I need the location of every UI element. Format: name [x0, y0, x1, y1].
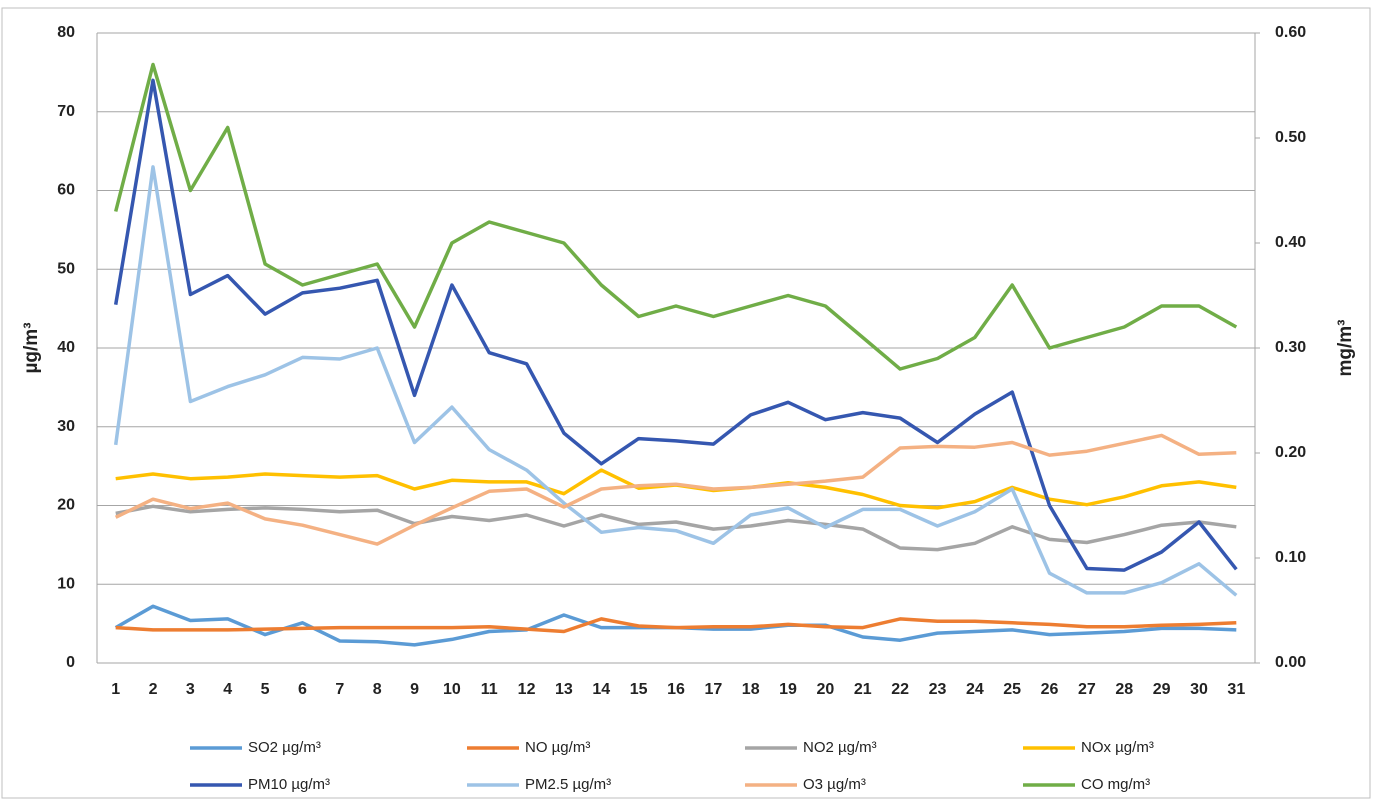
x-tick-label: 16 — [667, 681, 685, 698]
x-tick-label: 20 — [817, 681, 835, 698]
x-tick-label: 10 — [443, 681, 461, 698]
legend-label: O3 µg/m³ — [803, 776, 866, 793]
data-line — [115, 617, 1237, 634]
x-tick-label: 11 — [481, 681, 498, 698]
y2-tick-label: 0.20 — [1275, 444, 1306, 461]
legend-label: NO2 µg/m³ — [803, 739, 877, 756]
x-tick-label: 28 — [1115, 681, 1133, 698]
y2-tick-label: 0.40 — [1275, 234, 1306, 251]
x-tick-label: 29 — [1153, 681, 1171, 698]
y-tick-label: 80 — [57, 24, 75, 41]
x-tick-label: 26 — [1041, 681, 1059, 698]
legend-label: PM2.5 µg/m³ — [525, 776, 611, 793]
legend-label: NO µg/m³ — [525, 739, 590, 756]
legend-label: SO2 µg/m³ — [248, 739, 321, 756]
y2-tick-label: 0.10 — [1275, 549, 1306, 566]
y2-tick-label: 0.00 — [1275, 654, 1306, 671]
y2-tick-label: 0.50 — [1275, 129, 1306, 146]
x-tick-label: 19 — [779, 681, 797, 698]
y-tick-label: 50 — [57, 260, 75, 277]
x-tick-label: 24 — [966, 681, 984, 698]
x-tick-label: 23 — [929, 681, 947, 698]
x-tick-label: 22 — [891, 681, 909, 698]
x-tick-label: 1 — [111, 681, 120, 698]
x-tick-label: 31 — [1227, 681, 1245, 698]
x-tick-label: 15 — [630, 681, 648, 698]
x-tick-label: 18 — [742, 681, 760, 698]
data-line — [113, 78, 1238, 572]
x-tick-label: 12 — [518, 681, 536, 698]
y-tick-label: 40 — [57, 339, 75, 356]
x-tick-label: 14 — [592, 681, 610, 698]
data-line — [114, 62, 1238, 371]
data-line — [115, 504, 1237, 552]
y-tick-label: 10 — [57, 575, 75, 592]
x-tick-label: 2 — [149, 681, 158, 698]
x-tick-label: 27 — [1078, 681, 1096, 698]
x-tick-label: 4 — [223, 681, 232, 698]
y2-tick-label: 0.60 — [1275, 24, 1306, 41]
x-tick-label: 3 — [186, 681, 195, 698]
x-tick-label: 8 — [373, 681, 382, 698]
y-tick-label: 20 — [57, 497, 75, 514]
x-tick-label: 25 — [1003, 681, 1021, 698]
y2-axis-title: mg/m³ — [1335, 320, 1356, 377]
legend-label: NOx µg/m³ — [1081, 739, 1154, 756]
data-line — [114, 433, 1237, 546]
x-tick-label: 6 — [298, 681, 307, 698]
y-tick-label: 70 — [57, 103, 75, 120]
y-tick-label: 30 — [57, 418, 75, 435]
x-tick-label: 5 — [261, 681, 270, 698]
chart-frame — [1, 7, 1371, 799]
data-line — [113, 165, 1238, 597]
x-tick-label: 13 — [555, 681, 573, 698]
y-tick-label: 60 — [57, 182, 75, 199]
x-tick-label: 9 — [410, 681, 419, 698]
legend-label: PM10 µg/m³ — [248, 776, 330, 793]
x-tick-label: 17 — [704, 681, 722, 698]
data-line — [115, 468, 1237, 510]
y-tick-label: 0 — [66, 654, 75, 671]
x-tick-label: 21 — [854, 681, 872, 698]
y-axis-title: µg/m³ — [21, 322, 42, 373]
x-tick-label: 30 — [1190, 681, 1208, 698]
legend-label: CO mg/m³ — [1081, 776, 1150, 793]
x-tick-label: 7 — [335, 681, 344, 698]
y2-tick-label: 0.30 — [1275, 339, 1306, 356]
